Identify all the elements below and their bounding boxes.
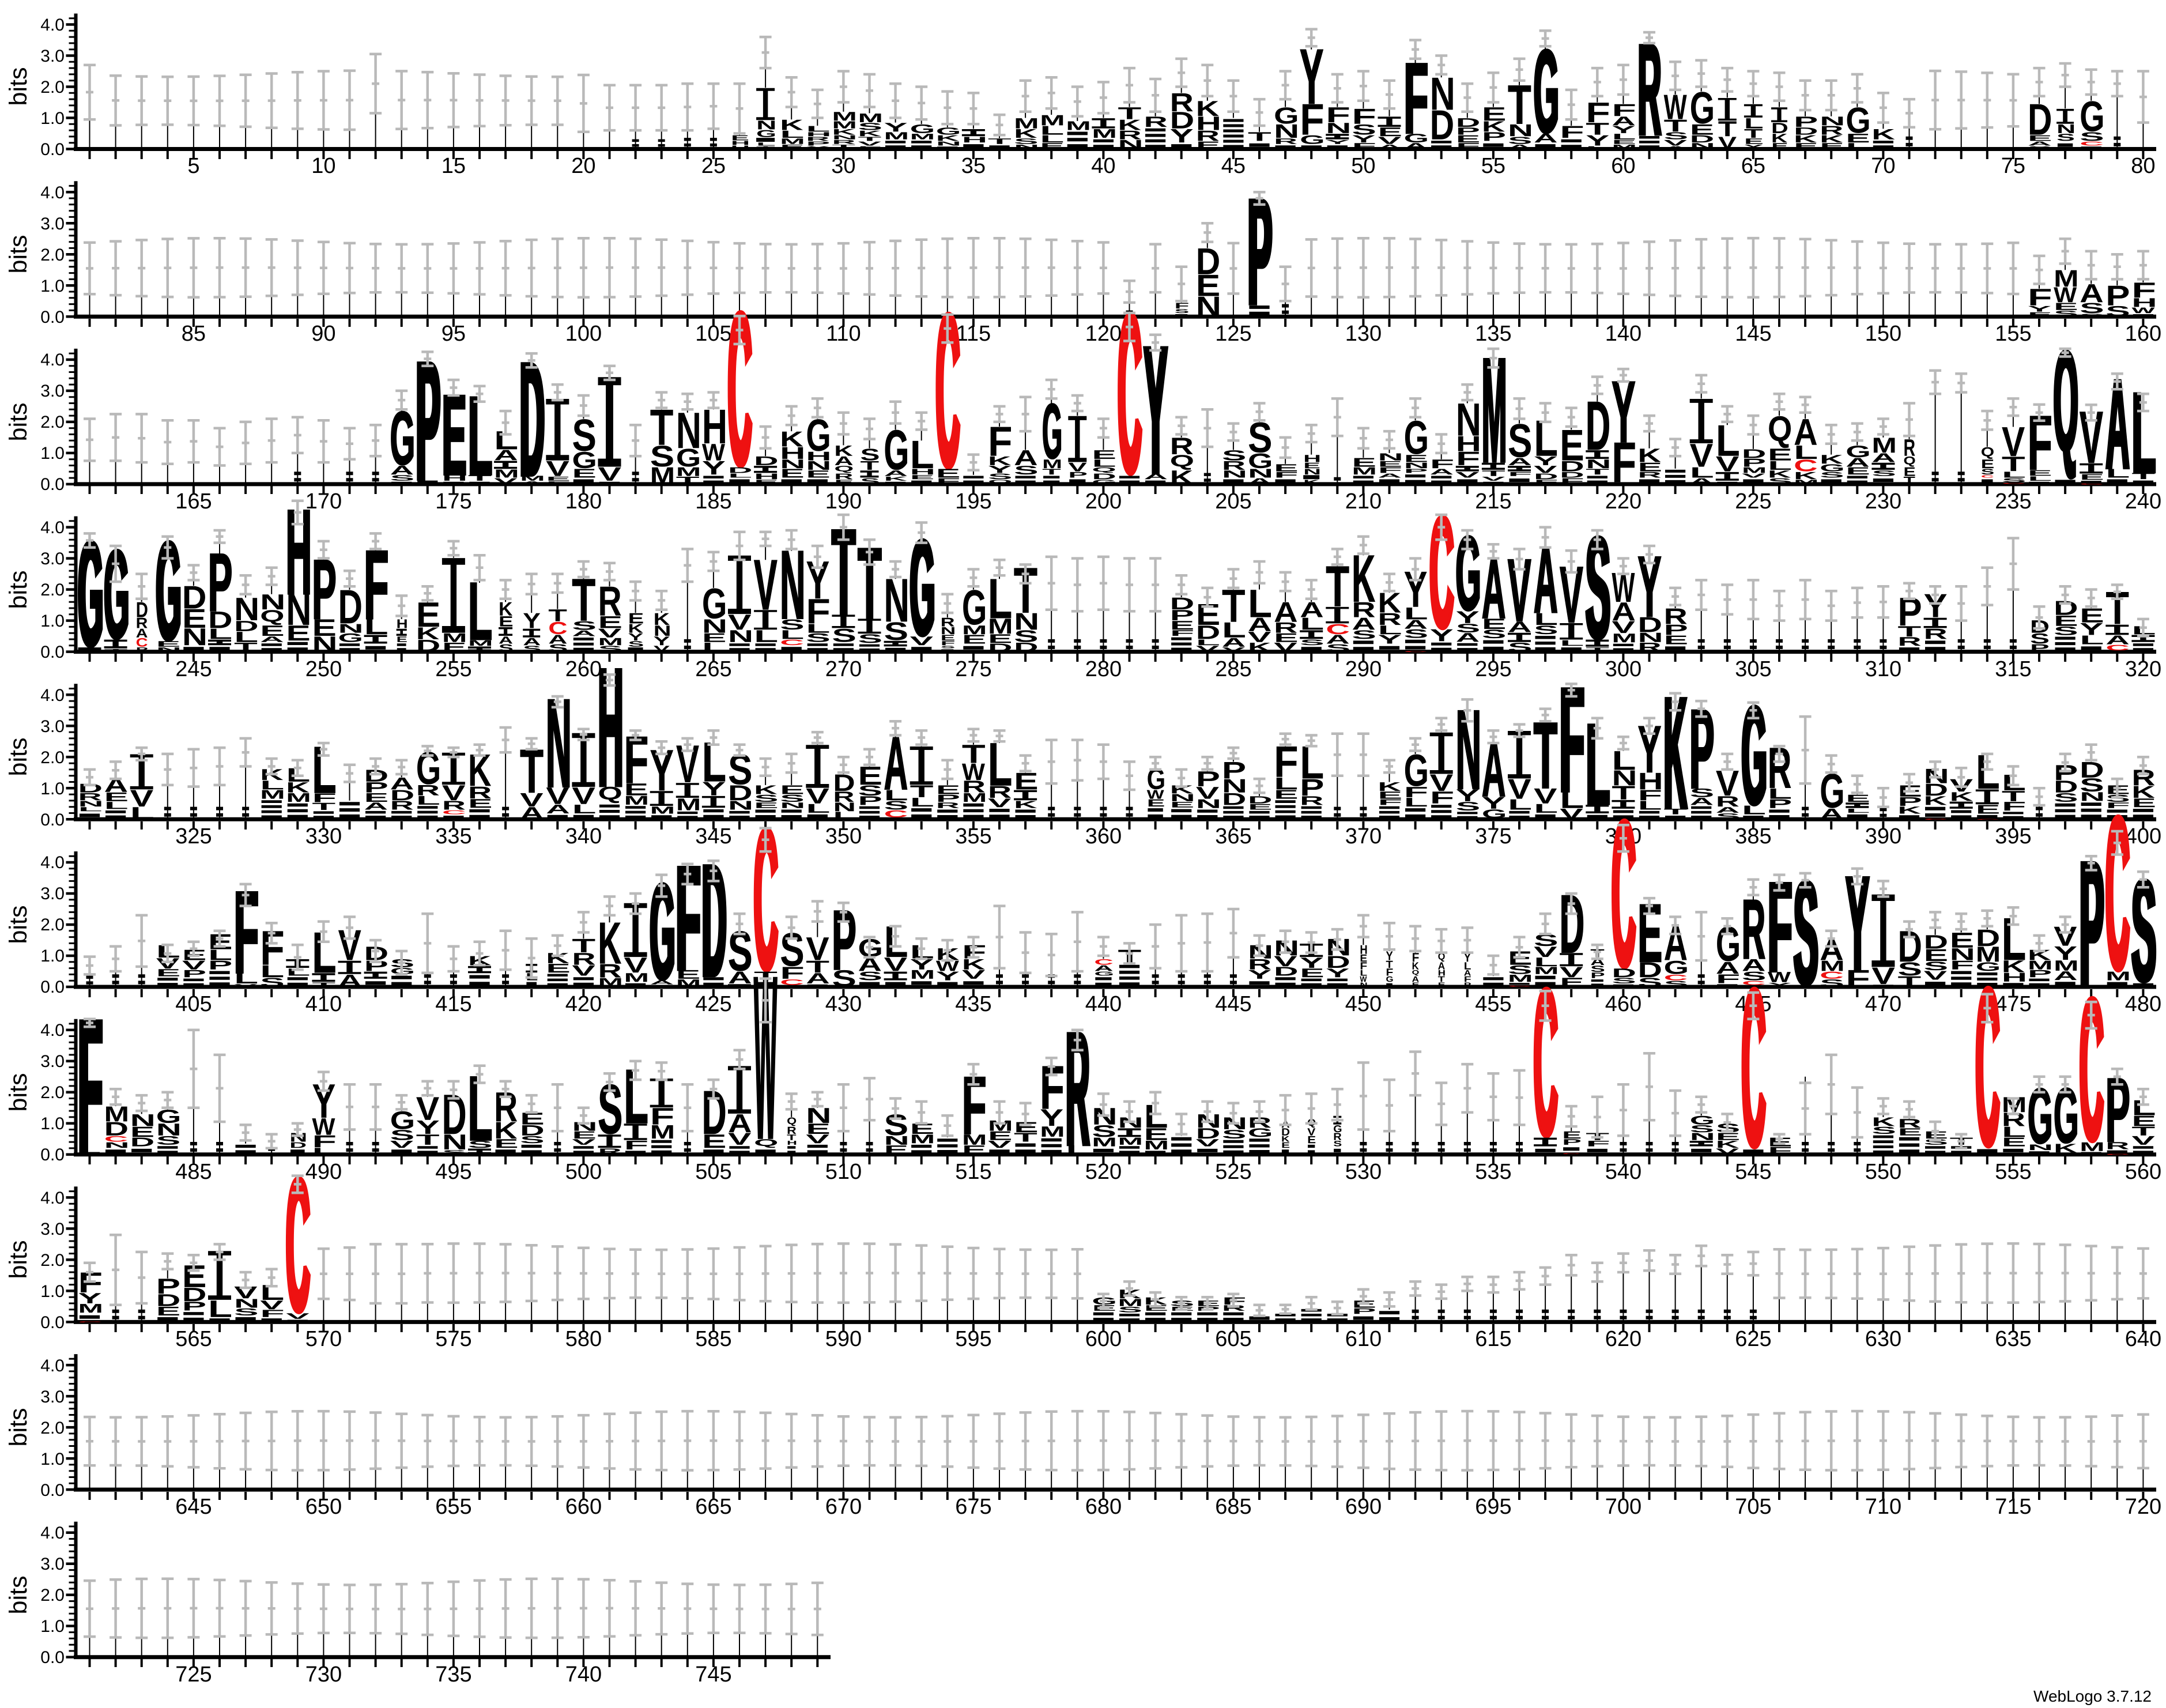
svg-text:2.0: 2.0	[40, 1251, 65, 1270]
svg-text:1.0: 1.0	[40, 1114, 65, 1133]
svg-text:1.0: 1.0	[40, 1617, 65, 1636]
svg-text:2.0: 2.0	[40, 748, 65, 767]
svg-text:3.0: 3.0	[40, 884, 65, 903]
svg-text:2.0: 2.0	[40, 1586, 65, 1605]
svg-text:4.0: 4.0	[40, 183, 65, 202]
svg-text:bits: bits	[5, 1073, 32, 1112]
svg-text:0.0: 0.0	[40, 1648, 65, 1667]
svg-text:3.0: 3.0	[40, 47, 65, 66]
svg-text:3.0: 3.0	[40, 1387, 65, 1407]
svg-text:3.0: 3.0	[40, 1052, 65, 1071]
svg-text:3.0: 3.0	[40, 717, 65, 736]
svg-text:4.0: 4.0	[40, 1021, 65, 1040]
svg-text:1.0: 1.0	[40, 444, 65, 463]
svg-text:bits: bits	[5, 906, 32, 944]
svg-text:4.0: 4.0	[40, 350, 65, 369]
svg-text:0.0: 0.0	[40, 810, 65, 830]
svg-text:bits: bits	[5, 571, 32, 609]
svg-text:2.0: 2.0	[40, 915, 65, 934]
svg-text:2.0: 2.0	[40, 413, 65, 432]
svg-text:0.0: 0.0	[40, 140, 65, 159]
svg-text:2.0: 2.0	[40, 246, 65, 265]
svg-text:3.0: 3.0	[40, 214, 65, 233]
svg-text:0.0: 0.0	[40, 1313, 65, 1332]
svg-text:3.0: 3.0	[40, 1220, 65, 1239]
svg-text:3.0: 3.0	[40, 382, 65, 401]
svg-text:4.0: 4.0	[40, 686, 65, 705]
svg-text:0.0: 0.0	[40, 978, 65, 997]
svg-text:bits: bits	[5, 235, 32, 274]
svg-text:1.0: 1.0	[40, 612, 65, 631]
svg-text:bits: bits	[5, 1408, 32, 1447]
svg-text:4.0: 4.0	[40, 853, 65, 872]
svg-text:0.0: 0.0	[40, 1145, 65, 1164]
svg-text:bits: bits	[5, 1576, 32, 1615]
svg-text:2.0: 2.0	[40, 1083, 65, 1102]
svg-text:4.0: 4.0	[40, 1524, 65, 1543]
svg-text:2.0: 2.0	[40, 1419, 65, 1438]
svg-text:5: 5	[187, 154, 199, 178]
svg-text:0.0: 0.0	[40, 1481, 65, 1500]
svg-text:1.0: 1.0	[40, 109, 65, 128]
svg-text:2.0: 2.0	[40, 580, 65, 600]
svg-text:1.0: 1.0	[40, 1450, 65, 1469]
svg-text:0.0: 0.0	[40, 475, 65, 494]
svg-text:bits: bits	[5, 67, 32, 106]
svg-text:bits: bits	[5, 1241, 32, 1279]
svg-text:4.0: 4.0	[40, 518, 65, 537]
svg-text:4.0: 4.0	[40, 1356, 65, 1375]
svg-text:bits: bits	[5, 738, 32, 776]
svg-text:1.0: 1.0	[40, 947, 65, 966]
svg-text:1.0: 1.0	[40, 1282, 65, 1301]
svg-text:bits: bits	[5, 403, 32, 442]
svg-text:3.0: 3.0	[40, 549, 65, 568]
svg-text:1.0: 1.0	[40, 277, 65, 296]
svg-text:2.0: 2.0	[40, 78, 65, 97]
svg-text:WebLogo 3.7.12: WebLogo 3.7.12	[2033, 1687, 2152, 1705]
svg-text:0.0: 0.0	[40, 308, 65, 327]
svg-text:1.0: 1.0	[40, 779, 65, 798]
svg-text:4.0: 4.0	[40, 1189, 65, 1208]
svg-text:0.0: 0.0	[40, 643, 65, 662]
svg-text:3.0: 3.0	[40, 1555, 65, 1574]
svg-text:4.0: 4.0	[40, 16, 65, 35]
